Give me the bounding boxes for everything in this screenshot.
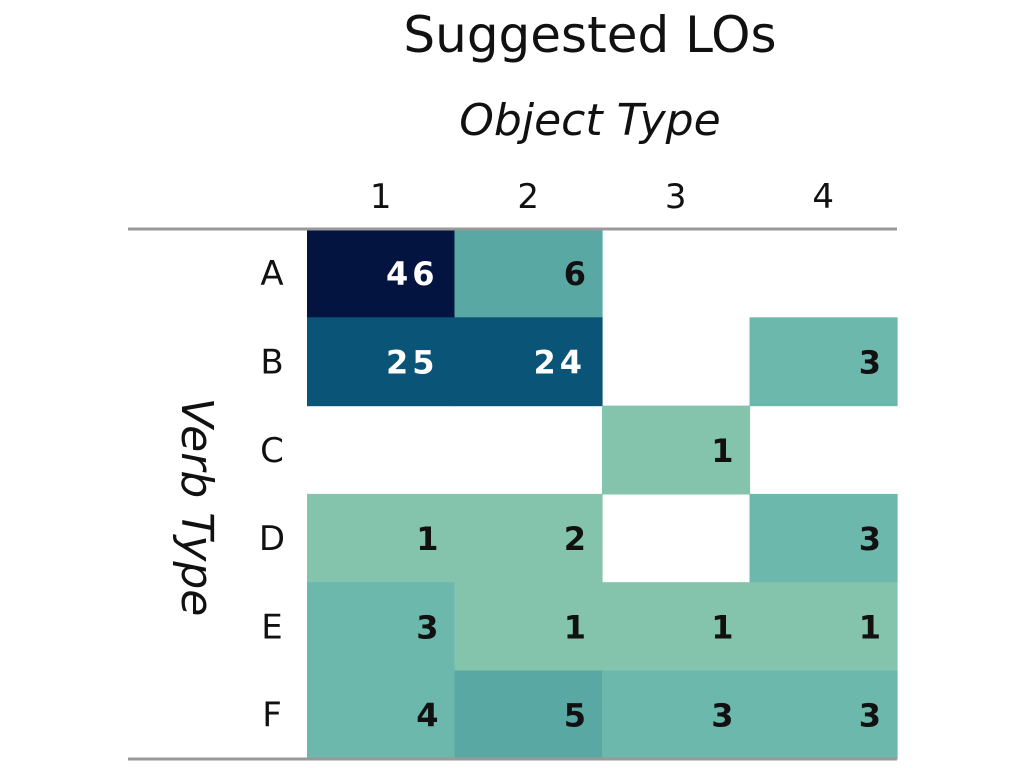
cell-value-label: 1 xyxy=(416,520,438,558)
cell-value-label: 5 xyxy=(564,697,586,735)
y-tick-label: C xyxy=(260,431,284,471)
y-tick-label: F xyxy=(262,696,282,736)
heatmap-cell xyxy=(602,582,751,672)
heatmap-cell xyxy=(749,493,898,583)
heatmap-cell xyxy=(307,670,456,760)
heatmap-cell-labels: 46 6 25 24 3 1 1 2 3 3 1 1 1 4 5 3 3 xyxy=(386,255,881,735)
heatmap-cell xyxy=(307,582,456,672)
y-axis-title: Verb Type xyxy=(171,398,222,617)
cell-value-label: 3 xyxy=(859,697,881,735)
heatmap-cell xyxy=(602,405,751,495)
y-tick-label: A xyxy=(260,254,283,294)
heatmap-cell xyxy=(454,317,603,407)
cell-value-label: 1 xyxy=(711,608,733,646)
cell-value-label: 46 xyxy=(386,255,439,293)
cell-value-label: 3 xyxy=(711,697,733,735)
cell-value-label: 6 xyxy=(564,255,586,293)
y-tick-label: E xyxy=(261,607,282,647)
cell-value-label: 4 xyxy=(416,697,438,735)
heatmap-cell xyxy=(749,582,898,672)
x-tick-labels: 1 2 3 4 xyxy=(370,177,834,217)
x-axis-title: Object Type xyxy=(459,95,720,146)
cell-value-label: 24 xyxy=(533,343,586,381)
heatmap-cell xyxy=(749,670,898,760)
heatmap-cell xyxy=(454,582,603,672)
cell-value-label: 3 xyxy=(859,343,881,381)
y-tick-label: B xyxy=(260,342,283,382)
chart-title: Suggested LOs xyxy=(403,6,776,64)
heatmap-cell xyxy=(454,229,603,318)
x-tick-label: 4 xyxy=(812,177,834,217)
heatmap-cells xyxy=(307,229,898,760)
heatmap-cell xyxy=(749,317,898,407)
heatmap-cell xyxy=(307,229,456,318)
heatmap-cell xyxy=(307,493,456,583)
cell-value-label: 3 xyxy=(859,520,881,558)
cell-value-label: 1 xyxy=(859,608,881,646)
y-tick-label: D xyxy=(259,519,285,559)
x-tick-label: 2 xyxy=(517,177,539,217)
heatmap-cell xyxy=(307,317,456,407)
cell-value-label: 1 xyxy=(711,432,733,470)
heatmap-cell xyxy=(454,670,603,760)
x-tick-label: 1 xyxy=(370,177,392,217)
heatmap-cell xyxy=(602,670,751,760)
cell-value-label: 3 xyxy=(416,608,438,646)
cell-value-label: 2 xyxy=(564,520,586,558)
cell-value-label: 1 xyxy=(564,608,586,646)
x-tick-label: 3 xyxy=(665,177,687,217)
heatmap-cell xyxy=(454,493,603,583)
cell-value-label: 25 xyxy=(386,343,439,381)
y-tick-labels: A B C D E F xyxy=(259,254,285,736)
